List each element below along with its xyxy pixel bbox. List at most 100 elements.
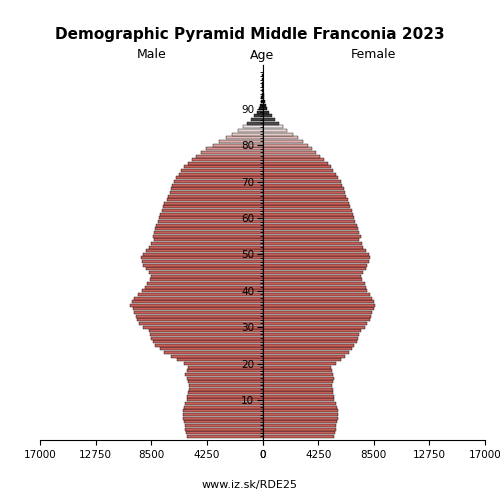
Bar <box>262 395 334 398</box>
Bar <box>262 162 328 165</box>
Bar <box>168 194 262 198</box>
Bar <box>262 132 292 136</box>
Bar <box>155 228 262 230</box>
Bar <box>262 198 348 201</box>
Bar <box>262 122 279 124</box>
Bar <box>152 234 262 238</box>
Bar <box>151 336 262 340</box>
Bar <box>262 129 287 132</box>
Bar <box>188 366 262 368</box>
Bar <box>144 326 262 328</box>
Bar <box>262 111 269 114</box>
Bar <box>262 96 264 100</box>
Bar <box>158 220 262 223</box>
Bar <box>262 358 341 362</box>
Bar <box>186 373 262 376</box>
Bar <box>186 431 262 434</box>
Bar <box>186 435 262 438</box>
Bar <box>146 268 262 270</box>
Bar <box>262 384 332 387</box>
Bar <box>262 260 368 263</box>
Bar <box>155 344 262 347</box>
Bar <box>262 406 337 408</box>
Bar <box>140 322 262 325</box>
Bar <box>148 246 262 248</box>
Text: Age: Age <box>250 48 274 62</box>
Bar <box>262 249 366 252</box>
Bar <box>262 333 360 336</box>
Bar <box>262 107 268 110</box>
Bar <box>160 348 262 350</box>
Bar <box>144 253 262 256</box>
Bar <box>262 416 338 420</box>
Bar <box>262 388 332 390</box>
Bar <box>238 129 262 132</box>
Bar <box>262 304 375 307</box>
Bar <box>262 180 341 183</box>
Bar <box>134 296 262 300</box>
Bar <box>178 358 262 362</box>
Bar <box>262 194 346 198</box>
Bar <box>188 391 262 394</box>
Bar <box>262 158 324 161</box>
Bar <box>142 289 262 292</box>
Bar <box>262 140 303 143</box>
Bar <box>262 92 264 96</box>
Bar <box>262 373 333 376</box>
Bar <box>134 311 262 314</box>
Bar <box>189 384 262 387</box>
Bar <box>151 274 262 278</box>
Bar <box>262 311 372 314</box>
Bar <box>262 118 276 121</box>
Bar <box>262 238 360 242</box>
Bar <box>148 282 262 285</box>
Bar <box>262 114 272 117</box>
Bar <box>182 169 262 172</box>
Bar <box>262 420 337 424</box>
Bar <box>262 410 338 412</box>
Bar <box>184 420 262 424</box>
Bar <box>188 380 262 383</box>
Bar <box>262 370 332 372</box>
Bar <box>262 274 360 278</box>
Bar <box>262 435 334 438</box>
Bar <box>187 395 262 398</box>
Bar <box>262 271 364 274</box>
Bar <box>213 144 262 146</box>
Bar <box>260 100 262 103</box>
Bar <box>262 213 353 216</box>
Bar <box>262 172 336 176</box>
Bar <box>262 100 265 103</box>
Bar <box>243 126 262 128</box>
Bar <box>174 180 262 183</box>
Text: Male: Male <box>136 48 166 62</box>
Bar <box>167 198 262 201</box>
Bar <box>262 209 352 212</box>
Text: Demographic Pyramid Middle Franconia 2023: Demographic Pyramid Middle Franconia 202… <box>55 28 445 42</box>
Bar <box>262 242 362 245</box>
Bar <box>188 162 262 165</box>
Bar <box>192 158 262 161</box>
Bar <box>150 278 262 281</box>
Bar <box>262 318 370 322</box>
Bar <box>172 184 262 186</box>
Bar <box>162 209 262 212</box>
Bar <box>164 351 262 354</box>
Bar <box>148 271 262 274</box>
Bar <box>262 355 345 358</box>
Bar <box>262 293 370 296</box>
Bar <box>262 256 370 260</box>
Bar <box>171 188 262 190</box>
Bar <box>144 286 262 288</box>
Bar <box>262 104 266 106</box>
Bar <box>262 308 374 310</box>
Bar <box>262 398 334 402</box>
Bar <box>262 220 356 223</box>
Bar <box>184 416 262 420</box>
Bar <box>262 424 336 427</box>
Bar <box>196 154 262 158</box>
Bar <box>262 336 358 340</box>
Bar <box>262 126 283 128</box>
Bar <box>163 206 262 208</box>
Bar <box>262 191 345 194</box>
